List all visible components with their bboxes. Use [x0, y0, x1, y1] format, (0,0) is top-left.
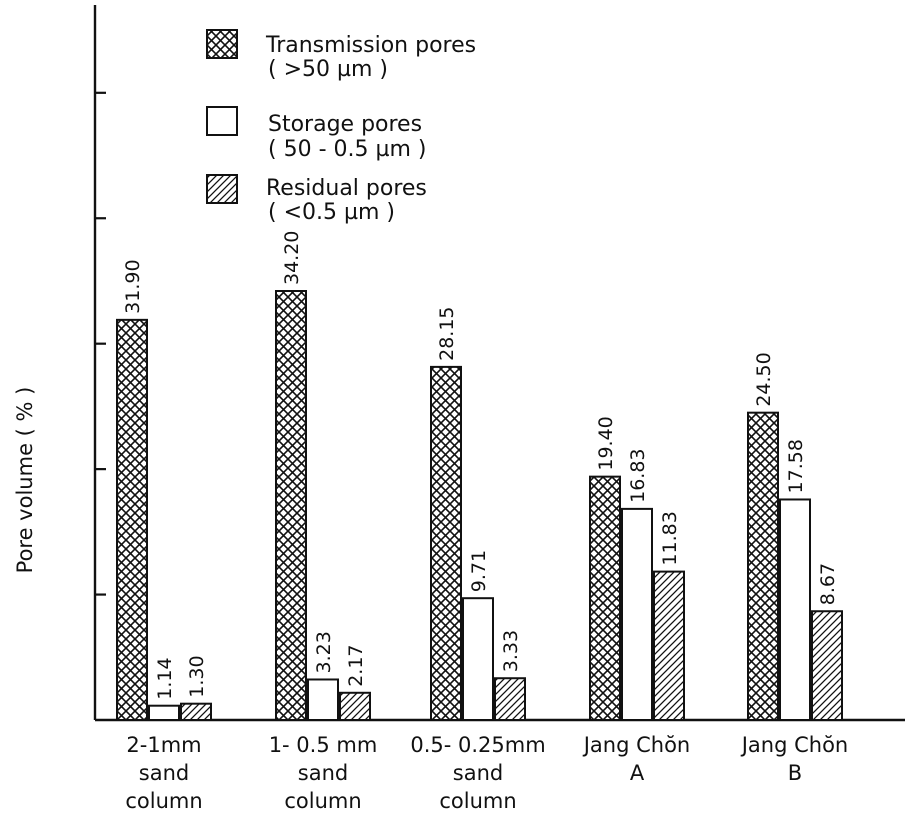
bar-residual	[339, 691, 371, 722]
value-label-storage: 1.14	[154, 657, 176, 699]
value-label-storage: 3.23	[313, 631, 335, 673]
bar-storage	[307, 678, 339, 722]
legend-detail-transmission: ( >50 µm )	[268, 57, 388, 82]
value-labels: 31.90 34.20 28.15 19.40 24.50 1.14 3.23 9.71 16.…	[122, 231, 839, 700]
value-label-transmission: 28.15	[436, 306, 458, 360]
category-label: 0.5- 0.25mm	[410, 733, 545, 757]
bar-storage	[779, 498, 811, 721]
bar-storage	[621, 507, 653, 721]
value-label-residual: 3.33	[500, 630, 522, 672]
value-label-residual: 1.30	[186, 655, 208, 697]
bar-transmission	[430, 365, 462, 721]
category-label: A	[630, 761, 645, 785]
bar-transmission	[747, 411, 779, 721]
legend: Transmission pores ( >50 µm ) Storage po…	[206, 29, 476, 225]
bar-residual	[653, 570, 685, 721]
category-label: sand	[298, 761, 348, 785]
value-label-storage: 9.71	[468, 550, 490, 592]
value-label-residual: 8.67	[817, 563, 839, 605]
legend-detail-residual: ( <0.5 µm )	[268, 200, 395, 225]
value-label-storage: 16.83	[627, 448, 649, 502]
legend-item-storage: Storage pores ( 50 - 0.5 µm )	[206, 106, 426, 162]
legend-item-residual: Residual pores ( <0.5 µm )	[206, 174, 427, 225]
category-label: sand	[453, 761, 503, 785]
value-label-storage: 17.58	[785, 439, 807, 493]
bar-residual	[494, 677, 526, 721]
value-label-transmission: 24.50	[753, 352, 775, 406]
y-axis-label: Pore volume ( % )	[13, 387, 37, 574]
legend-label-residual: Residual pores	[266, 176, 427, 201]
bar-storage	[462, 597, 494, 721]
category-label: 2-1mm	[126, 733, 201, 757]
category-label: Jang Chŏn	[740, 733, 849, 757]
category-label: 1- 0.5 mm	[269, 733, 378, 757]
x-axis-labels: 2-1mm sand column 1- 0.5 mm sand column 0.5- 0…	[125, 733, 848, 813]
value-label-transmission: 19.40	[595, 416, 617, 470]
legend-label-storage: Storage pores	[268, 112, 422, 137]
bar-residual	[180, 702, 212, 722]
bar-transmission	[275, 290, 307, 721]
legend-swatch-transmission	[206, 29, 238, 59]
value-label-transmission: 34.20	[281, 231, 303, 285]
bar-transmission	[116, 318, 148, 721]
value-label-residual: 2.17	[345, 644, 367, 686]
bar-transmission	[589, 475, 621, 721]
legend-item-transmission: Transmission pores ( >50 µm )	[206, 29, 476, 82]
value-label-transmission: 31.90	[122, 259, 144, 313]
legend-label-transmission: Transmission pores	[265, 33, 476, 58]
category-label: B	[788, 761, 802, 785]
category-label: column	[125, 789, 202, 813]
bars	[116, 290, 843, 722]
legend-swatch-residual	[206, 174, 238, 204]
legend-detail-storage: ( 50 - 0.5 µm )	[268, 137, 426, 162]
category-label: Jang Chŏn	[582, 733, 691, 757]
bar-storage	[148, 704, 180, 722]
legend-swatch-storage	[206, 106, 238, 136]
value-label-residual: 11.83	[659, 511, 681, 565]
category-label: column	[284, 789, 361, 813]
bar-residual	[811, 610, 843, 722]
category-label: column	[439, 789, 516, 813]
category-label: sand	[139, 761, 189, 785]
